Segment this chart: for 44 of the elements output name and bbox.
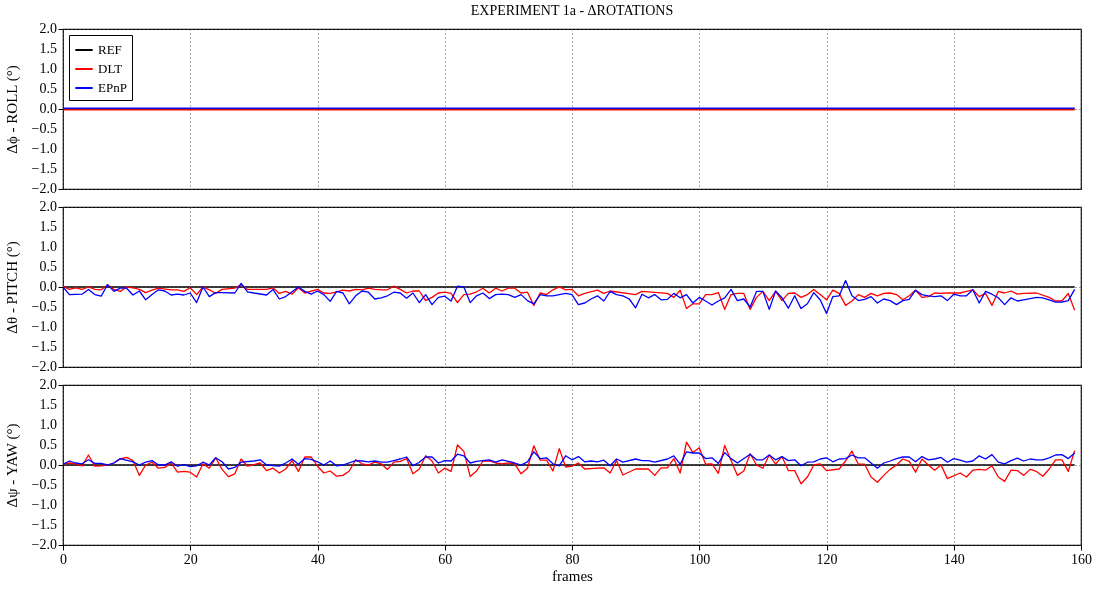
y-tick-label: 1.5 bbox=[39, 219, 57, 234]
y-tick-label: 1.0 bbox=[39, 417, 57, 432]
y-tick-label: 2.0 bbox=[39, 199, 57, 214]
x-axis-title: frames bbox=[552, 567, 594, 584]
y-tick-label: 1.0 bbox=[39, 61, 57, 76]
y-tick-label: 0.5 bbox=[39, 81, 57, 96]
y-tick-label: −1.5 bbox=[31, 161, 57, 176]
legend-label: EPnP bbox=[98, 80, 127, 95]
y-tick-label: −1.5 bbox=[31, 517, 57, 532]
x-tick-label: 0 bbox=[60, 551, 67, 567]
x-tick-label: 20 bbox=[183, 551, 198, 567]
y-tick-label: 0.5 bbox=[39, 437, 57, 452]
x-tick-label: 160 bbox=[1071, 551, 1092, 567]
y-tick-label: −1.0 bbox=[31, 141, 57, 156]
y-tick-label: −1.0 bbox=[31, 319, 57, 334]
y-tick-label: 2.0 bbox=[39, 377, 57, 392]
y-axis-title: Δψ - YAW (°) bbox=[4, 423, 21, 508]
x-tick-label: 60 bbox=[438, 551, 453, 567]
y-tick-label: 0.0 bbox=[39, 457, 57, 472]
legend-label: REF bbox=[98, 42, 122, 57]
y-tick-label: −0.5 bbox=[31, 121, 57, 136]
y-tick-label: 1.0 bbox=[39, 239, 57, 254]
y-tick-label: −1.5 bbox=[31, 339, 57, 354]
y-tick-label: −2.0 bbox=[31, 359, 57, 374]
y-tick-label: 0.5 bbox=[39, 259, 57, 274]
y-tick-label: 0.0 bbox=[39, 101, 57, 116]
legend-label: DLT bbox=[98, 61, 123, 76]
y-tick-label: 1.5 bbox=[39, 397, 57, 412]
y-axis-title: Δϕ - ROLL (°) bbox=[4, 65, 21, 154]
x-tick-label: 100 bbox=[689, 551, 711, 567]
y-tick-label: −0.5 bbox=[31, 477, 57, 492]
y-axis-title: Δθ - PITCH (°) bbox=[4, 241, 21, 334]
y-tick-label: −1.0 bbox=[31, 497, 57, 512]
y-tick-label: −2.0 bbox=[31, 537, 57, 552]
x-tick-label: 120 bbox=[816, 551, 838, 567]
x-tick-label: 140 bbox=[943, 551, 965, 567]
y-tick-label: −0.5 bbox=[31, 299, 57, 314]
y-tick-label: 1.5 bbox=[39, 41, 57, 56]
chart-title: EXPERIMENT 1a - ΔROTATIONS bbox=[470, 3, 674, 18]
x-tick-label: 80 bbox=[565, 551, 580, 567]
y-tick-label: 2.0 bbox=[39, 21, 57, 36]
x-tick-label: 40 bbox=[311, 551, 325, 567]
y-tick-label: 0.0 bbox=[39, 279, 57, 294]
y-tick-label: −2.0 bbox=[31, 181, 57, 196]
